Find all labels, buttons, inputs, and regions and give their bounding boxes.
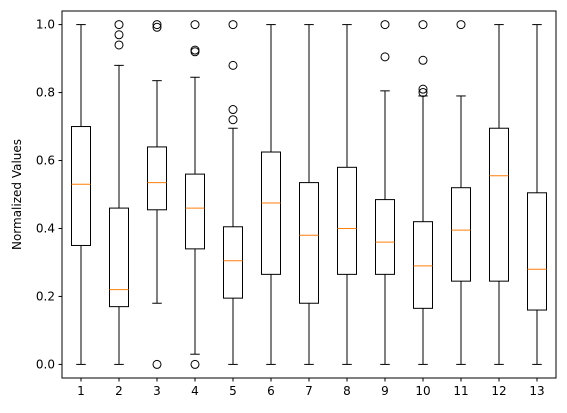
- box: [71, 126, 91, 246]
- flier-point: [114, 40, 124, 50]
- flier-point: [228, 105, 238, 115]
- flier-point: [380, 52, 390, 62]
- x-tick-label: 3: [153, 384, 161, 398]
- flier-point: [228, 60, 238, 70]
- flier-point: [152, 22, 162, 32]
- boxes-layer: [71, 20, 547, 369]
- flier-point: [190, 20, 200, 30]
- y-tick-label: 0.0: [36, 357, 55, 371]
- flier-point: [114, 20, 124, 30]
- box-group: [451, 20, 471, 365]
- x-tick-label: 9: [381, 384, 389, 398]
- y-tick-label: 0.6: [36, 154, 55, 168]
- box-group: [223, 20, 243, 365]
- box-group: [185, 20, 205, 369]
- box-group: [489, 24, 509, 365]
- box-group: [413, 20, 433, 365]
- box: [337, 166, 357, 275]
- y-tick-label: 0.2: [36, 289, 55, 303]
- box: [185, 173, 205, 250]
- box-group: [147, 20, 167, 369]
- x-tick-label: 7: [305, 384, 313, 398]
- x-tick-label: 5: [229, 384, 237, 398]
- flier-point: [114, 30, 124, 40]
- box-group: [375, 20, 395, 365]
- box: [261, 151, 281, 275]
- flier-point: [380, 20, 390, 30]
- flier-point: [190, 359, 200, 369]
- x-tick-label: 6: [267, 384, 275, 398]
- y-tick-label: 1.0: [36, 18, 55, 32]
- x-tick-label: 10: [415, 384, 430, 398]
- box-group: [71, 24, 91, 365]
- box: [223, 226, 243, 299]
- x-tick-label: 12: [491, 384, 506, 398]
- box: [299, 182, 319, 304]
- flier-point: [152, 20, 162, 30]
- box: [147, 146, 167, 211]
- y-axis: 0.0 0.2 0.4 0.6 0.8 1.0: [36, 18, 62, 371]
- box-group: [337, 24, 357, 365]
- box-group: [109, 20, 129, 365]
- flier-point: [228, 20, 238, 30]
- box-group: [299, 24, 319, 365]
- box: [489, 127, 509, 282]
- x-tick-label: 13: [529, 384, 544, 398]
- flier-point: [418, 20, 428, 30]
- box: [413, 221, 433, 309]
- x-tick-label: 2: [115, 384, 123, 398]
- box-group: [261, 24, 281, 365]
- box: [375, 199, 395, 275]
- box: [109, 207, 129, 308]
- box-group: [527, 24, 547, 365]
- x-tick-label: 11: [453, 384, 468, 398]
- y-axis-label: Normalized Values: [10, 139, 24, 250]
- flier-point: [418, 55, 428, 65]
- flier-point: [418, 84, 428, 94]
- flier-point: [228, 115, 238, 125]
- flier-point: [190, 45, 200, 55]
- flier-point: [418, 88, 428, 98]
- y-tick-label: 0.8: [36, 86, 55, 100]
- x-tick-label: 1: [77, 384, 85, 398]
- box: [527, 192, 547, 311]
- y-tick-label: 0.4: [36, 221, 55, 235]
- box: [451, 187, 471, 282]
- x-tick-label: 8: [343, 384, 351, 398]
- flier-point: [456, 20, 466, 30]
- x-axis: 1 2 3 4 5 6 7 8 9 10 11 12 13: [77, 378, 545, 398]
- flier-point: [152, 359, 162, 369]
- x-tick-label: 4: [191, 384, 199, 398]
